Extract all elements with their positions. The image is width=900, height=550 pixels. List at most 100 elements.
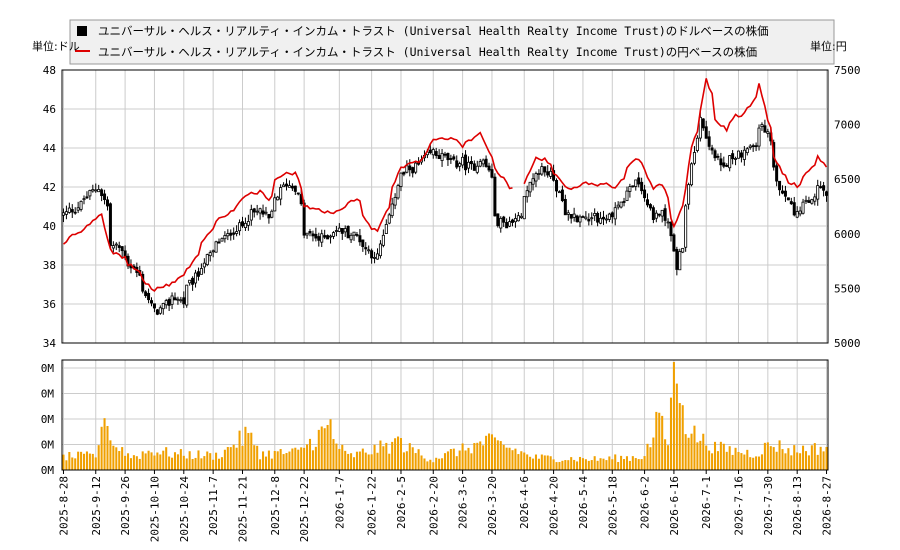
candle-body <box>182 297 186 305</box>
candle-body <box>205 254 209 266</box>
candle-body <box>496 213 500 227</box>
candle-body <box>648 204 652 209</box>
volume-bar <box>200 458 203 470</box>
candle-body <box>786 197 790 201</box>
volume-bar <box>781 449 784 470</box>
candle-body <box>584 216 588 220</box>
volume-bar <box>452 448 455 470</box>
volume-bar <box>549 456 552 470</box>
volume-bar <box>124 455 127 470</box>
volume-bar <box>693 425 696 470</box>
volume-bar <box>520 451 523 470</box>
volume-bar <box>743 454 746 470</box>
candle-body <box>167 299 171 306</box>
price-left-tick-label: 44 <box>43 142 57 155</box>
volume-bar <box>643 456 646 470</box>
candle-body <box>229 232 233 236</box>
candle-body <box>640 181 644 192</box>
volume-bar <box>570 457 573 470</box>
candle-body <box>616 204 620 208</box>
candle-body <box>387 214 391 224</box>
volume-bar <box>355 451 358 470</box>
candle-body <box>599 217 603 224</box>
volume-bar <box>399 438 403 470</box>
volume-bar <box>584 459 587 470</box>
candle-body <box>158 307 162 314</box>
candle-body <box>246 221 250 226</box>
volume-bar <box>135 456 138 470</box>
volume-bar <box>185 458 188 470</box>
volume-plot-border <box>61 359 829 471</box>
volume-bar <box>461 443 464 470</box>
price-right-tick-label: 6000 <box>834 228 861 241</box>
volume-bar <box>620 455 623 470</box>
volume-bar <box>567 460 570 470</box>
candle-body <box>378 243 382 257</box>
volume-bar <box>602 458 605 470</box>
candle-body <box>466 161 470 169</box>
volume-bar <box>247 432 250 470</box>
candle-body <box>792 202 796 216</box>
x-tick-label: 2026-4-20 <box>548 476 561 536</box>
volume-bar <box>790 455 793 470</box>
volume-bar <box>734 447 737 470</box>
candle-body <box>434 151 438 156</box>
volume-bar <box>628 460 631 470</box>
volume-bar <box>267 450 270 470</box>
volume-bar <box>446 451 449 470</box>
candle-body <box>508 221 512 227</box>
x-tick-label: 2026-5-4 <box>577 476 590 529</box>
volume-bar <box>708 450 711 470</box>
volume-bar <box>106 425 109 470</box>
candle-body <box>622 201 626 203</box>
volume-bar <box>344 450 347 470</box>
x-tick-label: 2025-12-8 <box>269 476 282 536</box>
volume-bar <box>332 439 335 470</box>
volume-bar <box>232 444 235 470</box>
candle-body <box>619 201 623 208</box>
candle-body <box>443 153 447 156</box>
candle-body <box>657 213 661 216</box>
legend-usd-label: ユニバーサル・ヘルス・リアルティ・インカム・トラスト (Universal He… <box>98 24 769 38</box>
volume-bar <box>226 446 229 470</box>
volume-bar <box>423 458 426 470</box>
candle-body <box>270 210 274 218</box>
candle-body <box>610 212 614 218</box>
candle-body <box>329 235 333 238</box>
volume-bar <box>578 456 582 470</box>
volume-bar <box>464 450 467 470</box>
volume-bar <box>291 448 294 470</box>
volume-bar <box>681 405 684 470</box>
volume-bar <box>581 458 584 470</box>
volume-bar <box>188 451 191 470</box>
candle-body <box>243 222 247 229</box>
candle-body <box>660 209 664 217</box>
volume-bar <box>420 455 423 470</box>
x-tick-label: 2026-1-7 <box>333 476 346 529</box>
volume-bar <box>217 458 221 470</box>
volume-bar <box>297 449 300 470</box>
volume-tick-label: 0M <box>41 413 55 426</box>
price-left-tick-label: 42 <box>43 181 56 194</box>
candle-body <box>103 193 107 201</box>
candle-body <box>519 215 523 219</box>
candle-body <box>587 218 591 222</box>
candle-body <box>604 218 608 221</box>
candle-body <box>754 145 758 148</box>
volume-bar <box>646 443 649 470</box>
candle-body <box>105 199 109 207</box>
volume-bar <box>614 454 617 470</box>
candle-body <box>707 136 711 147</box>
candle-body <box>613 207 617 220</box>
volume-bar <box>300 447 303 470</box>
volume-bar <box>276 451 279 470</box>
candle-body <box>141 273 145 292</box>
volume-bar <box>476 442 479 470</box>
volume-bar <box>256 445 259 470</box>
candle-body <box>464 154 468 171</box>
candle-body <box>736 150 740 159</box>
candle-body <box>111 245 115 249</box>
candle-body <box>760 124 764 128</box>
candle-body <box>240 221 244 227</box>
